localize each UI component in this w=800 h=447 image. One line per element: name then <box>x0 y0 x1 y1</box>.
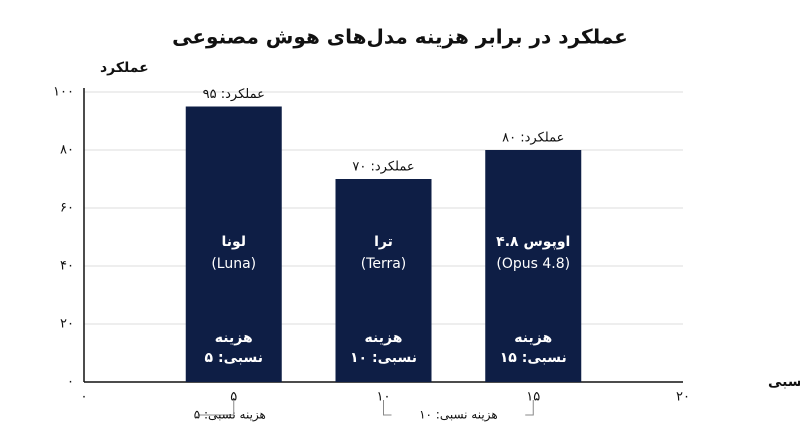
bar-name: لونا <box>221 234 246 250</box>
value-label: عملکرد: ۷۰ <box>352 160 414 175</box>
bar-subname: (Luna) <box>211 256 256 272</box>
bar <box>185 106 282 382</box>
bar-name: اوپوس ۴.۸ <box>496 234 570 250</box>
bar-subname: (Opus 4.8) <box>496 256 570 272</box>
cost-label: نسبی: ۱۰ <box>350 350 417 366</box>
y-axis-title: عملکرد <box>100 60 149 76</box>
y-tick-label: ۶۰ <box>60 201 74 216</box>
y-tick-label: ۸۰ <box>60 143 74 158</box>
y-tick-label: ۰ <box>67 375 74 390</box>
bar-name: ترا <box>374 234 393 250</box>
x-tick-label: ۲۰ <box>676 390 690 405</box>
annotation-connector <box>197 400 235 416</box>
y-tick-label: ۴۰ <box>60 259 74 274</box>
cost-label: هزینه <box>514 330 552 346</box>
cost-label: نسبی: ۱۵ <box>500 350 567 366</box>
annotation-connector <box>525 400 534 416</box>
value-label: عملکرد: ۹۵ <box>203 87 265 102</box>
value-label: عملکرد: ۸۰ <box>502 131 564 146</box>
x-tick-label: ۱۵ <box>526 390 540 405</box>
bar-subname: (Terra) <box>361 256 407 272</box>
y-tick-label: ۲۰ <box>60 317 74 332</box>
x-tick-label: ۵ <box>230 390 237 405</box>
annotation-connector <box>383 400 392 416</box>
y-tick-label: ۱۰۰ <box>53 85 74 100</box>
cost-label: نسبی: ۵ <box>205 350 263 366</box>
x-tick-label: ۰ <box>81 390 88 405</box>
cost-label: هزینه <box>365 330 403 346</box>
x-axis-title: هزینه نسبی <box>768 374 800 390</box>
annotation: هزینه نسبی: ۱۰ <box>419 408 498 423</box>
cost-label: هزینه <box>215 330 253 346</box>
x-tick-label: ۱۰ <box>377 390 391 405</box>
chart-title: عملکرد در برابر هزینه مدل‌های هوش مصنوعی <box>172 25 628 49</box>
bar <box>335 179 432 382</box>
annotation: هزینه نسبی: ۵ <box>194 408 266 423</box>
bar <box>485 150 582 382</box>
